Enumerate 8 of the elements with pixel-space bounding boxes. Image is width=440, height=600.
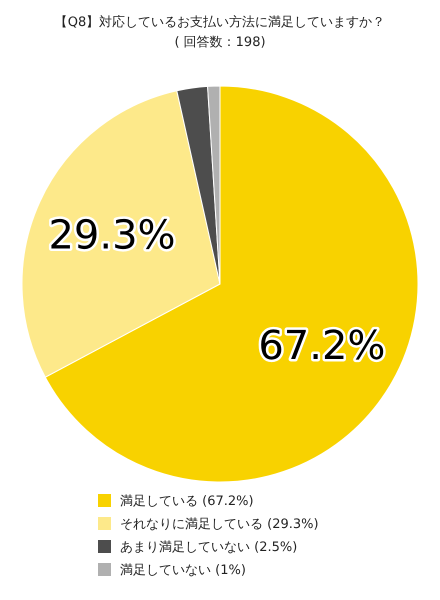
chart-subtitle: ( 回答数：198) — [174, 35, 266, 50]
data-label: 67.2% — [258, 323, 386, 370]
legend-label: 満足している (67.2%) — [120, 494, 254, 509]
chart-title: 【Q8】対応しているお支払い方法に満足していますか？ — [54, 14, 386, 30]
data-label: 29.3% — [48, 212, 176, 258]
legend-label: あまり満足していない (2.5%) — [120, 540, 298, 555]
legend-label: それなりに満足している (29.3%) — [120, 517, 319, 532]
legend-label: 満足していない (1%) — [120, 563, 246, 578]
